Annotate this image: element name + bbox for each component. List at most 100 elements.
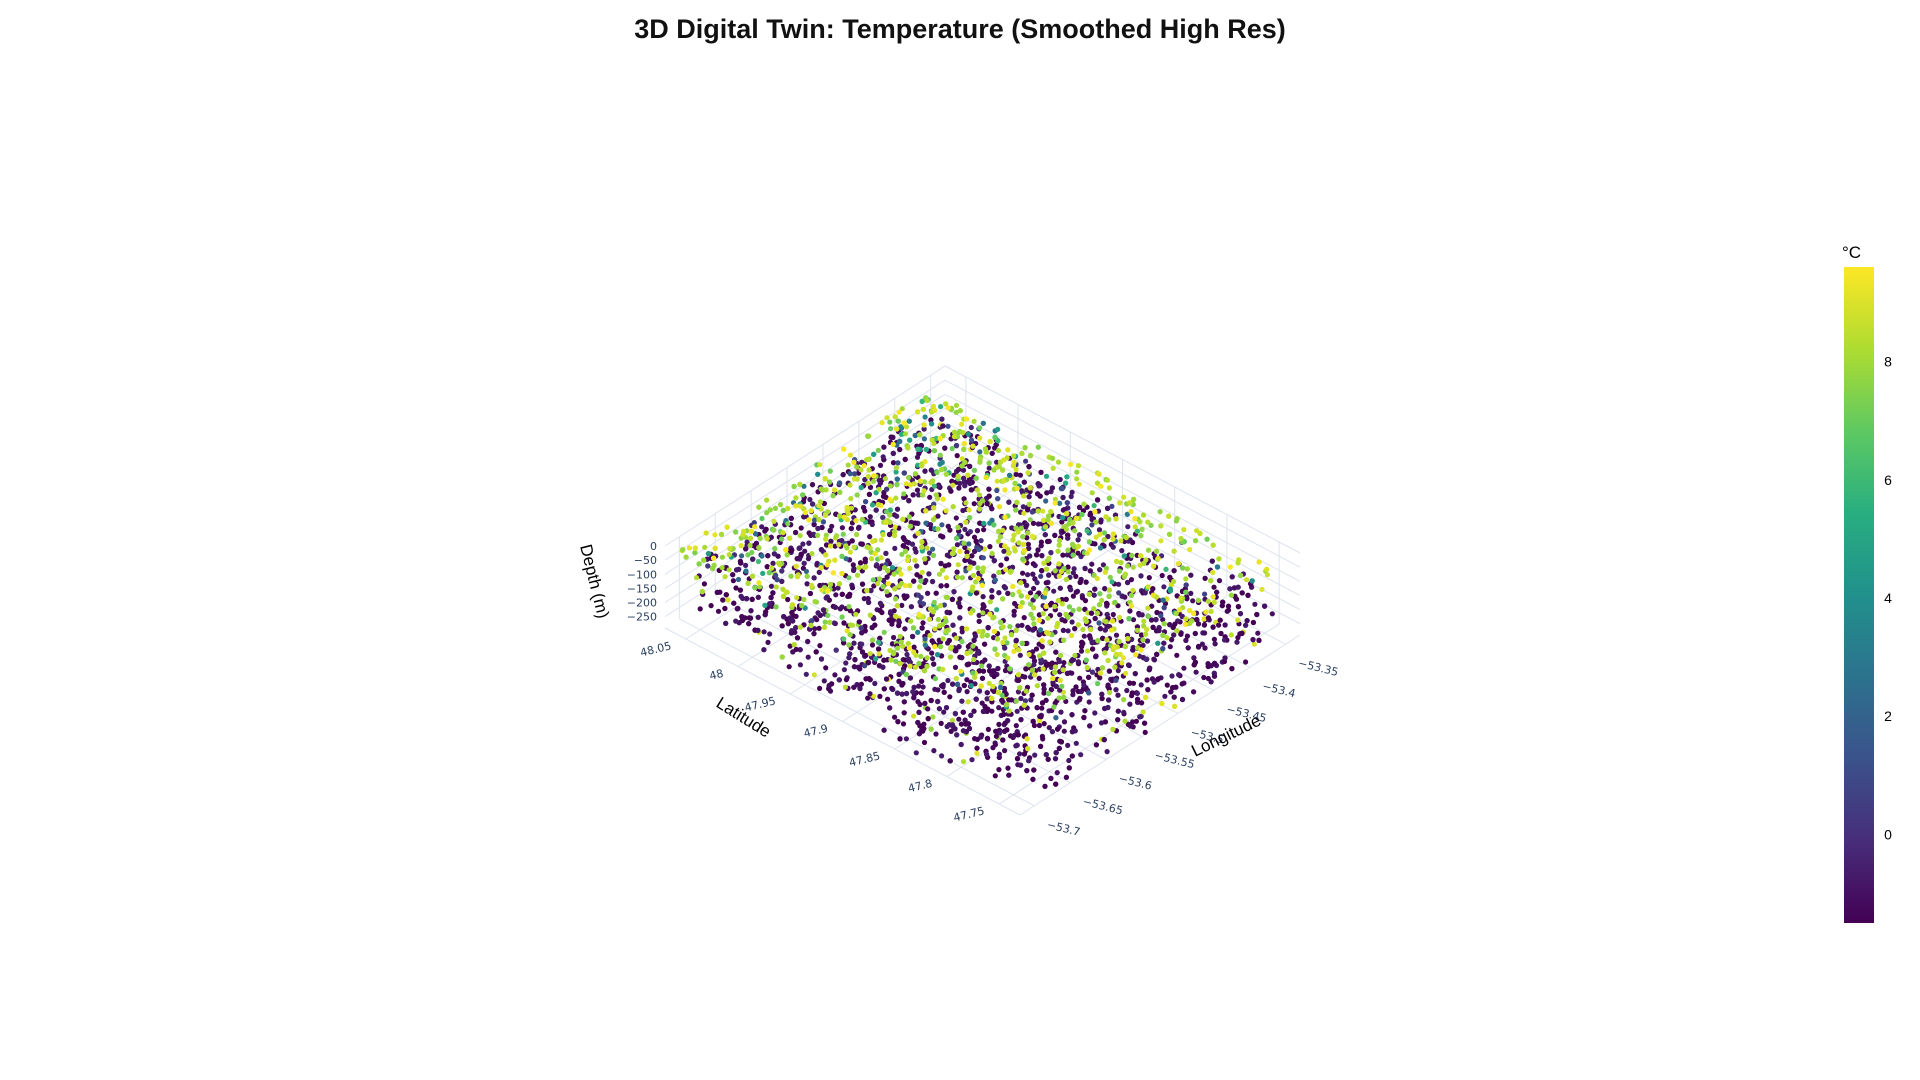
data-point [962, 544, 968, 551]
data-point [950, 482, 956, 488]
data-point [1051, 704, 1057, 710]
data-point [1075, 659, 1081, 665]
data-point [1006, 772, 1012, 778]
data-point [991, 467, 997, 473]
data-point [1184, 633, 1190, 639]
data-point [1021, 548, 1027, 554]
data-point [1065, 628, 1071, 634]
data-point [794, 574, 801, 580]
data-point [964, 677, 970, 683]
data-point [1116, 614, 1123, 621]
data-point [1096, 527, 1103, 533]
data-point [1042, 532, 1048, 538]
data-point [964, 626, 970, 632]
data-point [1083, 579, 1089, 585]
data-point [731, 600, 737, 606]
data-point [894, 645, 901, 651]
data-point [893, 658, 899, 665]
data-point [1105, 533, 1111, 540]
data-point [692, 550, 698, 556]
data-point [1172, 621, 1178, 627]
data-point [949, 550, 956, 557]
data-point [803, 671, 809, 677]
data-point [811, 521, 817, 528]
data-point [928, 726, 934, 732]
data-point [780, 507, 786, 513]
data-point [1039, 700, 1046, 706]
data-point [980, 594, 986, 600]
data-point [917, 478, 924, 484]
data-point [938, 467, 945, 473]
data-point [1140, 709, 1146, 715]
data-point [1059, 519, 1065, 525]
data-point [826, 683, 832, 689]
data-point [739, 553, 745, 559]
data-point [1166, 531, 1173, 537]
data-point [986, 460, 992, 466]
data-point [1205, 598, 1211, 604]
data-point [1256, 637, 1262, 644]
data-point [1233, 596, 1240, 602]
data-point [1201, 674, 1207, 681]
data-point [1139, 526, 1145, 533]
data-point [928, 697, 934, 704]
data-point [866, 491, 873, 497]
data-point [1030, 571, 1036, 577]
data-point [1091, 606, 1097, 612]
data-point [977, 520, 983, 526]
data-point [815, 532, 821, 538]
data-point [1250, 637, 1256, 643]
data-point [1010, 583, 1016, 590]
data-point [1084, 665, 1090, 671]
data-point [1129, 690, 1135, 696]
data-point [798, 525, 804, 531]
data-point [970, 572, 977, 579]
data-point [837, 480, 843, 486]
data-point [865, 473, 871, 480]
data-point [1118, 538, 1124, 544]
data-point [1121, 494, 1127, 500]
data-point [940, 423, 946, 429]
data-point [936, 571, 943, 577]
data-point [959, 625, 965, 631]
data-point [1088, 510, 1094, 516]
data-point [818, 486, 824, 492]
data-point [1202, 591, 1208, 597]
data-point [1021, 541, 1027, 548]
data-point [807, 496, 813, 503]
data-point [840, 472, 846, 478]
data-point [982, 641, 988, 647]
data-point [920, 684, 926, 690]
data-point [1264, 566, 1270, 573]
data-point [924, 655, 930, 661]
data-point [833, 592, 839, 598]
data-point [726, 567, 732, 573]
data-point [994, 651, 1000, 658]
data-point [911, 713, 917, 719]
data-point [768, 583, 775, 589]
data-point [901, 710, 907, 716]
data-point [747, 535, 754, 542]
data-point [756, 545, 762, 551]
data-point [1228, 632, 1234, 638]
data-point [1070, 520, 1076, 526]
data-point [1015, 732, 1021, 738]
data-point [722, 574, 728, 580]
data-point [826, 479, 833, 485]
data-point [925, 716, 931, 722]
data-point [1089, 522, 1095, 528]
data-point [948, 728, 954, 735]
data-point [811, 517, 818, 523]
data-point [900, 680, 906, 687]
data-point [928, 467, 934, 473]
data-point [1027, 590, 1034, 596]
data-point [960, 728, 967, 734]
data-point [910, 492, 916, 498]
data-point [814, 617, 820, 623]
data-point [921, 426, 927, 432]
data-point [935, 483, 941, 489]
data-point [913, 750, 919, 756]
data-point [890, 450, 896, 456]
data-point [811, 672, 817, 678]
